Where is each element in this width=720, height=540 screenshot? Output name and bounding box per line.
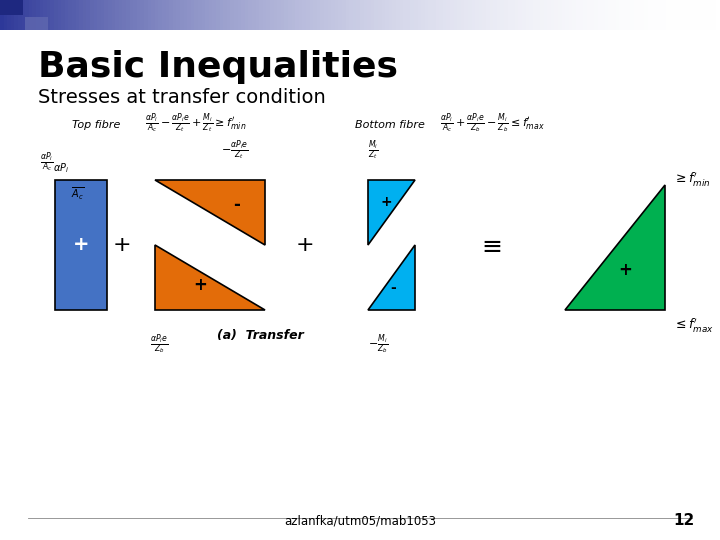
Text: $\alpha P_i$: $\alpha P_i$ [53, 161, 69, 175]
Text: $\equiv$: $\equiv$ [477, 233, 503, 257]
Text: $\frac{\alpha P_i}{A_c} + \frac{\alpha P_i e}{Z_b} - \frac{M_i}{Z_b} \leq f^{\pr: $\frac{\alpha P_i}{A_c} + \frac{\alpha P… [440, 111, 545, 135]
Text: -: - [233, 195, 240, 213]
Text: Basic Inequalities: Basic Inequalities [38, 50, 398, 84]
Text: Stresses at transfer condition: Stresses at transfer condition [38, 88, 325, 107]
Polygon shape [155, 180, 265, 245]
Polygon shape [368, 180, 415, 245]
Text: +: + [193, 276, 207, 294]
Text: $\overline{A_c}$: $\overline{A_c}$ [71, 185, 84, 201]
Text: +: + [73, 235, 89, 254]
Text: $\leq f^{\prime}_{max}$: $\leq f^{\prime}_{max}$ [673, 316, 714, 334]
Text: +: + [296, 235, 315, 255]
Polygon shape [565, 185, 665, 310]
Text: $\frac{\alpha P_i e}{Z_b}$: $\frac{\alpha P_i e}{Z_b}$ [150, 332, 168, 356]
Text: azlanfka/utm05/mab1053: azlanfka/utm05/mab1053 [284, 515, 436, 528]
Polygon shape [155, 245, 265, 310]
Text: +: + [380, 195, 392, 209]
Text: $-\frac{\alpha P_i e}{Z_t}$: $-\frac{\alpha P_i e}{Z_t}$ [221, 138, 249, 162]
Polygon shape [368, 245, 415, 310]
Bar [25, 17, 48, 30]
Bar [0, 0, 23, 15]
Text: $\frac{\alpha P_i}{A_c}$: $\frac{\alpha P_i}{A_c}$ [40, 150, 53, 174]
Text: +: + [113, 235, 131, 255]
Text: $\frac{\alpha P_i}{A_c} - \frac{\alpha P_i e}{Z_t} + \frac{M_i}{Z_t} \geq f^{\pr: $\frac{\alpha P_i}{A_c} - \frac{\alpha P… [145, 111, 246, 135]
Text: $\geq f^{\prime}_{min}$: $\geq f^{\prime}_{min}$ [673, 171, 711, 189]
Bar [55, 180, 107, 310]
Text: (a)  Transfer: (a) Transfer [217, 328, 303, 341]
Text: $-\frac{M_i}{Z_b}$: $-\frac{M_i}{Z_b}$ [368, 332, 388, 356]
Text: $\frac{M_i}{Z_t}$: $\frac{M_i}{Z_t}$ [368, 138, 378, 162]
Text: -: - [390, 281, 396, 295]
Text: Top fibre: Top fibre [72, 120, 120, 130]
Text: Bottom fibre: Bottom fibre [355, 120, 425, 130]
Text: +: + [618, 261, 632, 279]
Text: 12: 12 [674, 513, 695, 528]
